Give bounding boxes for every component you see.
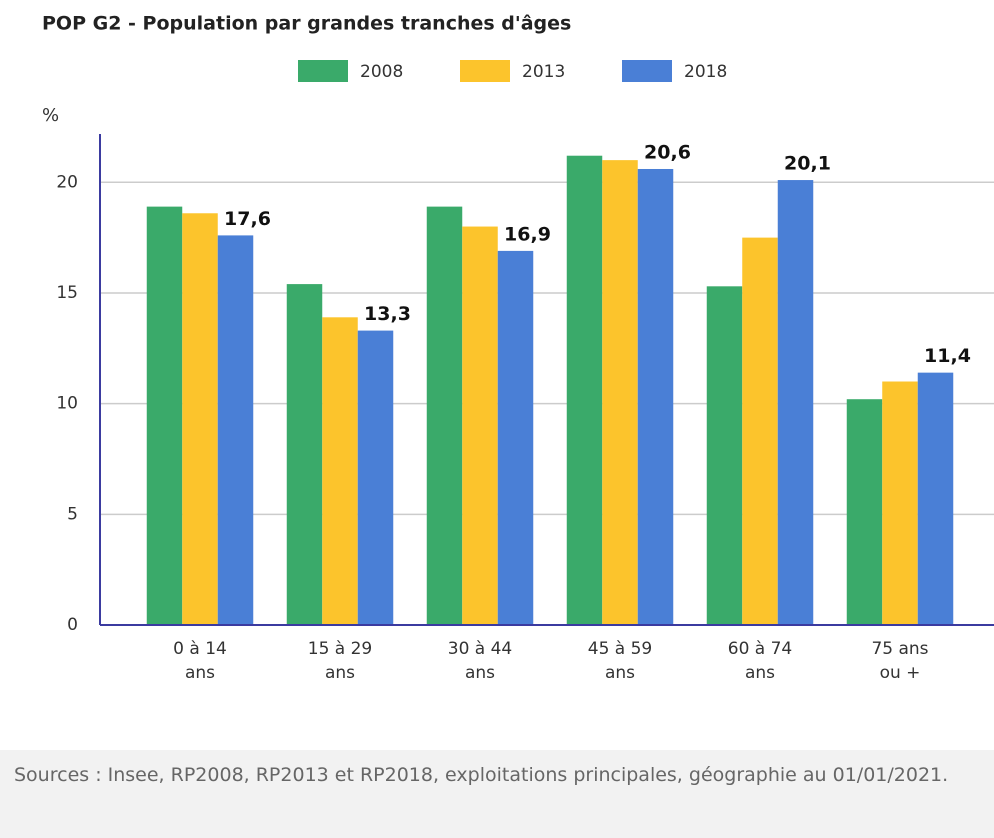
data-label: 17,6 — [224, 208, 271, 230]
legend-label: 2008 — [360, 62, 403, 82]
bar — [357, 330, 394, 625]
bar — [882, 381, 918, 625]
bar — [286, 284, 323, 625]
bar — [742, 237, 778, 625]
x-tick-label: 0 à 14 ans — [173, 639, 227, 683]
legend-swatch — [298, 60, 348, 82]
data-label: 20,6 — [644, 141, 691, 163]
footer: Sources : Insee, RP2008, RP2013 et RP201… — [0, 750, 994, 838]
bar — [777, 180, 814, 626]
y-tick-label: 5 — [67, 504, 78, 524]
chart-title: POP G2 - Population par grandes tranches… — [42, 13, 571, 35]
bar — [566, 155, 603, 625]
bar — [846, 399, 883, 625]
bar — [917, 372, 954, 625]
x-tick-label: 45 à 59 ans — [587, 639, 653, 683]
bar — [637, 168, 674, 625]
bar — [426, 206, 463, 625]
x-tick-label: 60 à 74 ans — [727, 639, 793, 683]
bar — [706, 286, 743, 625]
x-tick-label: 75 ans ou + — [871, 639, 929, 683]
y-axis-label: % — [42, 105, 59, 126]
data-label: 11,4 — [924, 345, 971, 367]
legend-label: 2018 — [684, 62, 727, 82]
y-tick-label: 15 — [56, 283, 78, 303]
source-note: Sources : Insee, RP2008, RP2013 et RP201… — [14, 764, 949, 786]
x-tick-label: 30 à 44 ans — [447, 639, 513, 683]
y-tick-label: 10 — [56, 394, 78, 414]
y-tick-label: 20 — [56, 172, 78, 192]
chart: POP G2 - Population par grandes tranches… — [42, 13, 994, 635]
bar — [146, 206, 183, 625]
legend-swatch — [622, 60, 672, 82]
x-tick-label: 15 à 29 ans — [307, 639, 373, 683]
bar — [497, 250, 534, 626]
bar — [182, 213, 218, 625]
data-label: 13,3 — [364, 303, 411, 325]
bar — [322, 317, 358, 625]
data-label: 20,1 — [784, 153, 831, 175]
bar — [217, 235, 254, 625]
y-tick-label: 0 — [67, 615, 78, 635]
data-label: 16,9 — [504, 223, 551, 245]
legend-label: 2013 — [522, 62, 565, 82]
bar — [462, 226, 498, 625]
bar — [602, 160, 638, 626]
legend-swatch — [460, 60, 510, 82]
